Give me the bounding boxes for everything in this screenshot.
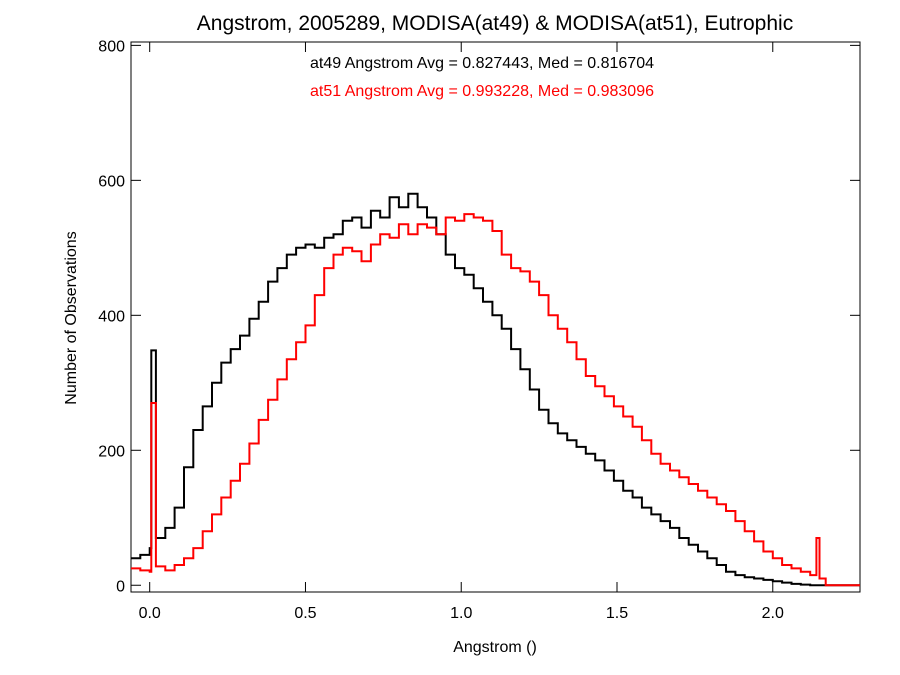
annotation-at51: at51 Angstrom Avg = 0.993228, Med = 0.98…	[310, 83, 654, 100]
x-tick-label: 2.0	[762, 605, 784, 622]
y-tick-label: 400	[98, 308, 125, 325]
y-axis-label: Number of Observations	[63, 231, 80, 404]
chart-title: Angstrom, 2005289, MODISA(at49) & MODISA…	[197, 12, 793, 35]
x-tick-label: 0.5	[294, 605, 316, 622]
x-tick-label: 1.5	[606, 605, 628, 622]
annotation-at49: at49 Angstrom Avg = 0.827443, Med = 0.81…	[310, 55, 654, 72]
plot-frame	[130, 41, 861, 593]
y-tick-label: 600	[98, 173, 125, 190]
y-tick-label: 800	[98, 38, 125, 55]
y-tick-label: 0	[116, 578, 125, 595]
x-tick-label: 1.0	[450, 605, 472, 622]
plot-area: 0.0 0.5 1.0 1.5 2.0 0 200 400 600 800	[98, 38, 861, 622]
y-tick-label: 200	[98, 443, 125, 460]
x-axis-label: Angstrom ()	[453, 639, 537, 656]
x-tick-label: 0.0	[139, 605, 161, 622]
series-line-1	[131, 213, 860, 587]
series-line-0	[131, 192, 860, 587]
